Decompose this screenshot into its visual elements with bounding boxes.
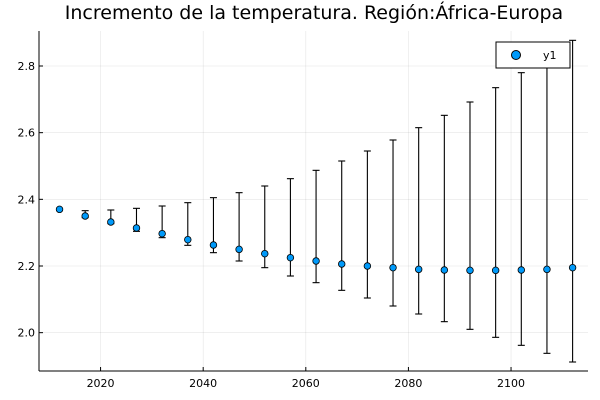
data-point	[158, 229, 166, 238]
data-point	[414, 265, 423, 274]
y-tick-label: 2.8	[18, 60, 36, 73]
data-point	[312, 257, 320, 265]
data-point	[389, 263, 397, 272]
data-point	[338, 260, 346, 268]
data-point	[209, 241, 218, 249]
x-tick-label: 2080	[394, 377, 422, 390]
tick-labels: 2020 2040 2060 2080 2100 2.0 2.2 2.4 2.6 2.8	[18, 60, 526, 390]
data-point	[363, 262, 372, 270]
data-point	[235, 245, 243, 254]
legend: y1	[495, 41, 571, 69]
data-point	[286, 253, 295, 262]
data-point	[261, 249, 269, 258]
data-point	[466, 266, 474, 275]
data-points	[55, 205, 577, 275]
data-point	[543, 265, 551, 274]
y-tick-label: 2.2	[18, 260, 36, 273]
legend-marker	[511, 50, 521, 60]
error-bars	[56, 39, 577, 363]
data-point	[107, 218, 115, 226]
data-point	[55, 205, 64, 214]
y-tick-label: 2.0	[18, 327, 36, 340]
data-point	[491, 266, 500, 275]
chart-title: Incremento de la temperatura. Región:Áfr…	[65, 1, 563, 24]
x-tick-label: 2040	[189, 377, 217, 390]
data-point	[568, 263, 577, 272]
data-point	[81, 212, 89, 220]
legend-box	[495, 41, 571, 69]
axes	[38, 31, 588, 372]
y-tick-label: 2.6	[18, 127, 36, 140]
x-tick-label: 2100	[497, 377, 525, 390]
data-point	[132, 224, 141, 232]
x-tick-label: 2020	[87, 377, 115, 390]
data-point	[184, 235, 192, 244]
data-point	[440, 266, 449, 274]
y-tick-label: 2.4	[18, 193, 36, 206]
x-tick-label: 2060	[292, 377, 320, 390]
legend-label-y1: y1	[543, 49, 557, 62]
grid	[39, 31, 588, 371]
data-point	[517, 266, 525, 274]
